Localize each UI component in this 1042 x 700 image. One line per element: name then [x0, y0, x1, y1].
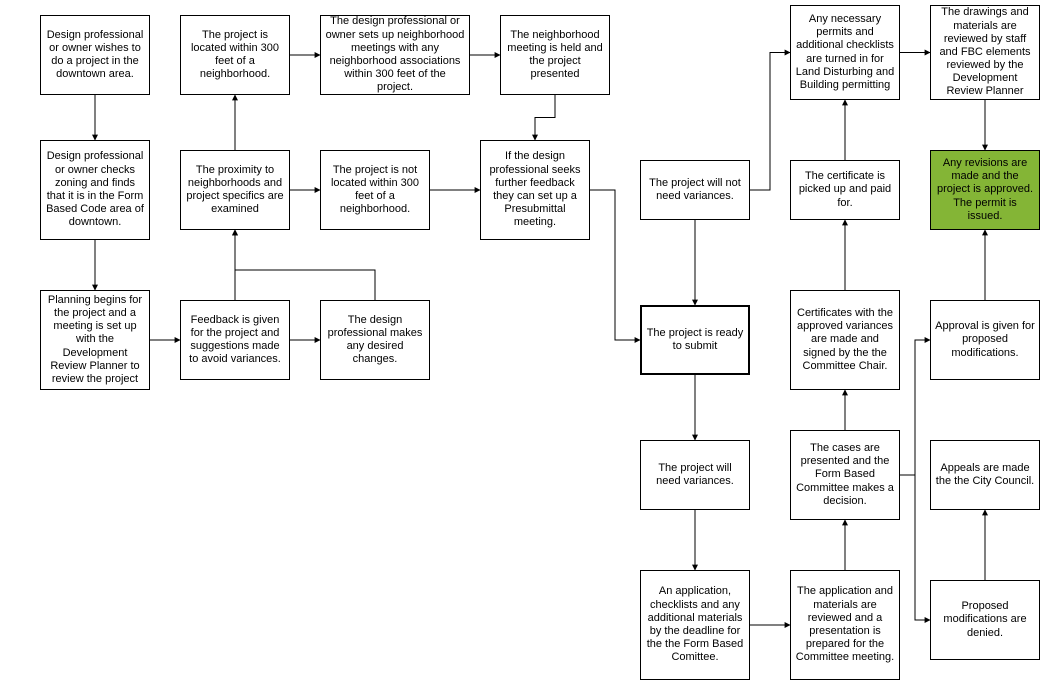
flowchart-node: Design professional or owner wishes to d… — [40, 15, 150, 95]
node-label: Certificates with the approved variances… — [795, 307, 895, 373]
node-label: Design professional or owner checks zoni… — [45, 150, 145, 229]
flowchart-edge — [900, 340, 930, 475]
node-label: The neighborhood meeting is held and the… — [505, 29, 605, 82]
flowchart-node: The project is not located within 300 fe… — [320, 150, 430, 230]
flowchart-node: The project is ready to submit — [640, 305, 750, 375]
flowchart-node: The project is located within 300 feet o… — [180, 15, 290, 95]
flowchart-edge — [235, 230, 375, 300]
node-label: The proximity to neighborhoods and proje… — [185, 164, 285, 217]
flowchart-node: The design professional or owner sets up… — [320, 15, 470, 95]
node-label: The project will not need variances. — [645, 177, 745, 203]
flowchart-node: The certificate is picked up and paid fo… — [790, 160, 900, 220]
flowchart-node: Certificates with the approved variances… — [790, 290, 900, 390]
flowchart-edge — [750, 53, 790, 191]
flowchart-node: The cases are presented and the Form Bas… — [790, 430, 900, 520]
node-label: Approval is given for proposed modificat… — [935, 320, 1035, 360]
flowchart-node: The proximity to neighborhoods and proje… — [180, 150, 290, 230]
flowchart-edge — [535, 95, 555, 140]
flowchart-node: An application, checklists and any addit… — [640, 570, 750, 680]
node-label: The project will need variances. — [645, 462, 745, 488]
flowchart-node: Feedback is given for the project and su… — [180, 300, 290, 380]
flowchart-edge — [590, 190, 640, 340]
node-label: The project is located within 300 feet o… — [185, 29, 285, 82]
flowchart-node: The drawings and materials are reviewed … — [930, 5, 1040, 100]
node-label: The project is ready to submit — [646, 327, 744, 353]
node-label: Any revisions are made and the project i… — [935, 157, 1035, 223]
node-label: The certificate is picked up and paid fo… — [795, 170, 895, 210]
flowchart-node: The project will need variances. — [640, 440, 750, 510]
flowchart-node: If the design professional seeks further… — [480, 140, 590, 240]
flowchart-node: Design professional or owner checks zoni… — [40, 140, 150, 240]
node-label: The design professional or owner sets up… — [325, 15, 465, 94]
node-label: The drawings and materials are reviewed … — [935, 6, 1035, 98]
flowchart-node: Proposed modifications are denied. — [930, 580, 1040, 660]
node-label: If the design professional seeks further… — [485, 150, 585, 229]
flowchart-node: The application and materials are review… — [790, 570, 900, 680]
flowchart-node: The project will not need variances. — [640, 160, 750, 220]
flowchart-node: Any revisions are made and the project i… — [930, 150, 1040, 230]
flowchart-edge — [900, 475, 930, 620]
node-label: Feedback is given for the project and su… — [185, 314, 285, 367]
node-label: The project is not located within 300 fe… — [325, 164, 425, 217]
node-label: The application and materials are review… — [795, 585, 895, 664]
flowchart-node: The design professional makes any desire… — [320, 300, 430, 380]
node-label: Design professional or owner wishes to d… — [45, 29, 145, 82]
node-label: The cases are presented and the Form Bas… — [795, 442, 895, 508]
node-label: Proposed modifications are denied. — [935, 600, 1035, 640]
node-label: An application, checklists and any addit… — [645, 585, 745, 664]
flowchart-node: Planning begins for the project and a me… — [40, 290, 150, 390]
node-label: Planning begins for the project and a me… — [45, 294, 145, 386]
node-label: Appeals are made the the City Council. — [935, 462, 1035, 488]
flowchart-node: The neighborhood meeting is held and the… — [500, 15, 610, 95]
node-label: The design professional makes any desire… — [325, 314, 425, 367]
flowchart-node: Any necessary permits and additional che… — [790, 5, 900, 100]
node-label: Any necessary permits and additional che… — [795, 13, 895, 92]
flowchart-canvas: Design professional or owner wishes to d… — [0, 0, 1042, 700]
flowchart-node: Approval is given for proposed modificat… — [930, 300, 1040, 380]
flowchart-node: Appeals are made the the City Council. — [930, 440, 1040, 510]
